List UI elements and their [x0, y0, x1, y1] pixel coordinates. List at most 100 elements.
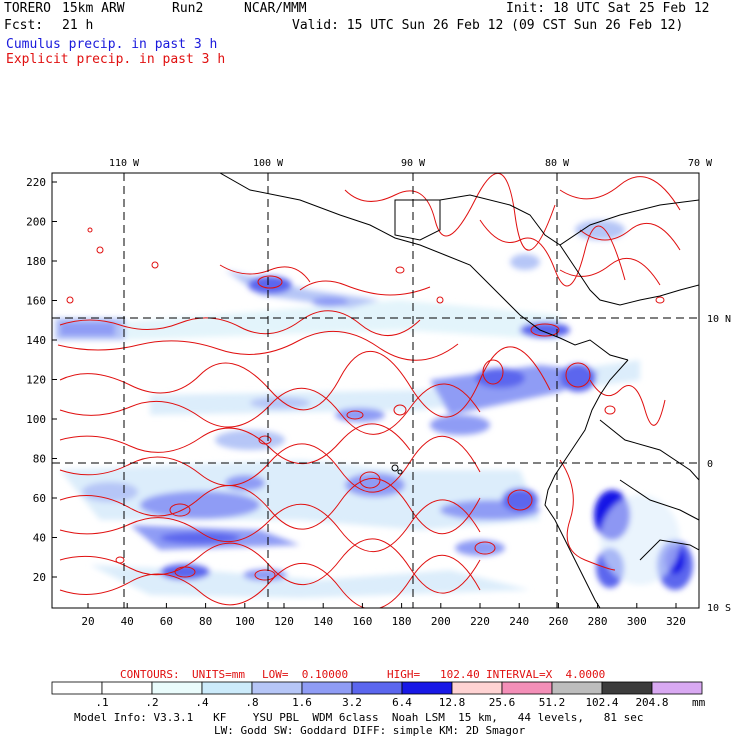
contour [219, 264, 311, 283]
x-tick-label: 180 [392, 615, 412, 628]
colorbar-swatch [401, 681, 453, 695]
coastline [394, 199, 441, 241]
colorbar-label: 102.4 [585, 696, 619, 709]
contour [59, 383, 481, 435]
x-tick-label: 220 [470, 615, 490, 628]
precip-area [60, 322, 115, 336]
precip-area [160, 532, 240, 544]
model-run: Run2 [172, 1, 204, 16]
graticule [52, 173, 699, 608]
colorbar-label: 51.2 [538, 696, 566, 709]
y-tick-label: 200 [26, 216, 46, 229]
contour [393, 404, 407, 416]
coastline [544, 359, 629, 608]
colorbar-unit: mm [692, 696, 706, 709]
contour [559, 176, 681, 211]
coastline [439, 194, 699, 246]
contour [59, 538, 481, 594]
lat-label: 0 [707, 459, 713, 470]
organization: NCAR/MMM [244, 1, 307, 16]
colorbar-swatch [551, 681, 603, 695]
lon-label: 70 W [688, 158, 713, 169]
x-tick-label: 140 [313, 615, 333, 628]
contour [359, 471, 381, 489]
colorbar-swatch [501, 681, 553, 695]
model-info: Model Info: V3.3.1 KF YSU PBL WDM 6class… [74, 711, 644, 724]
precip-area [125, 300, 560, 340]
y-tick-label: 20 [33, 571, 46, 584]
model-name: TORERO [4, 1, 51, 16]
y-tick-label: 140 [26, 334, 46, 347]
x-tick-label: 60 [160, 615, 173, 628]
y-tick-label: 80 [33, 453, 46, 466]
physics-info: LW: Godd SW: Goddard DIFF: simple KM: 2D… [214, 724, 526, 737]
x-tick-label: 160 [352, 615, 372, 628]
y-tick-label: 40 [33, 532, 46, 545]
precip-area [475, 368, 525, 388]
contour [59, 477, 481, 535]
colorbar-swatch [601, 681, 653, 695]
x-tick-label: 280 [588, 615, 608, 628]
colorbar-swatch [51, 681, 103, 695]
contour [395, 266, 405, 274]
precip-area [248, 276, 292, 294]
precip-area [312, 297, 348, 307]
colorbar-swatch [351, 681, 403, 695]
colorbar-swatch [201, 681, 253, 695]
contour [482, 359, 504, 385]
contour [57, 330, 459, 361]
lon-label: 110 W [109, 158, 140, 169]
colorbar-label: 3.2 [342, 696, 362, 709]
contour [59, 554, 481, 608]
contours-interval: INTERVAL=X 4.0000 [486, 668, 606, 681]
x-ticks: 20 40 60 80 100 120 140 160 180 200 220 240 260 280 30… [81, 603, 686, 628]
colorbar-label: 25.6 [488, 696, 516, 709]
contour [254, 569, 276, 581]
lat-label: 10 S [707, 603, 731, 614]
lon-label: 100 W [253, 158, 284, 169]
lat-label: 10 N [707, 314, 731, 325]
contour [344, 173, 556, 251]
contour [479, 219, 626, 287]
precip-area [430, 365, 600, 415]
contours-low: LOW= 0.10000 [262, 668, 349, 681]
colorbar-label: 6.4 [392, 696, 412, 709]
x-tick-label: 100 [235, 615, 255, 628]
contour [299, 280, 431, 296]
precip-area [243, 569, 287, 581]
precip-area [502, 488, 538, 512]
explicit-precip-contours [57, 173, 681, 608]
explicit-legend: Explicit precip. in past 3 h [6, 52, 226, 67]
x-tick-label: 40 [121, 615, 134, 628]
contours-high: HIGH= 102.40 [387, 668, 480, 681]
contour [87, 227, 93, 233]
contour [579, 222, 681, 251]
y-ticks: 220 200 180 160 140 120 100 80 60 40 20 [26, 176, 57, 584]
precip-area [140, 491, 260, 519]
x-tick-label: 200 [431, 615, 451, 628]
colorbar-label: 1.6 [292, 696, 312, 709]
contours-label: CONTOURS: [120, 668, 180, 681]
contour [66, 296, 74, 304]
precip-area [90, 565, 530, 598]
coastline [639, 539, 699, 561]
x-tick-label: 260 [548, 615, 568, 628]
contour [257, 275, 283, 289]
x-tick-label: 240 [509, 615, 529, 628]
y-tick-label: 120 [26, 374, 46, 387]
contour [59, 310, 421, 337]
colorbar-label: 204.8 [635, 696, 669, 709]
contour [96, 246, 104, 254]
lon-label: 90 W [401, 158, 426, 169]
precip-area [600, 495, 680, 585]
galapagos-island [391, 464, 399, 472]
colorbar-swatch [251, 681, 303, 695]
plot-frame [51, 172, 700, 609]
contours-units: UNITS=mm [192, 668, 245, 681]
contour [346, 410, 364, 420]
precip-area [510, 254, 540, 270]
contour [474, 541, 496, 555]
valid-time: Valid: 15 UTC Sun 26 Feb 12 (09 CST Sun … [292, 18, 684, 33]
galapagos-island [397, 469, 403, 475]
